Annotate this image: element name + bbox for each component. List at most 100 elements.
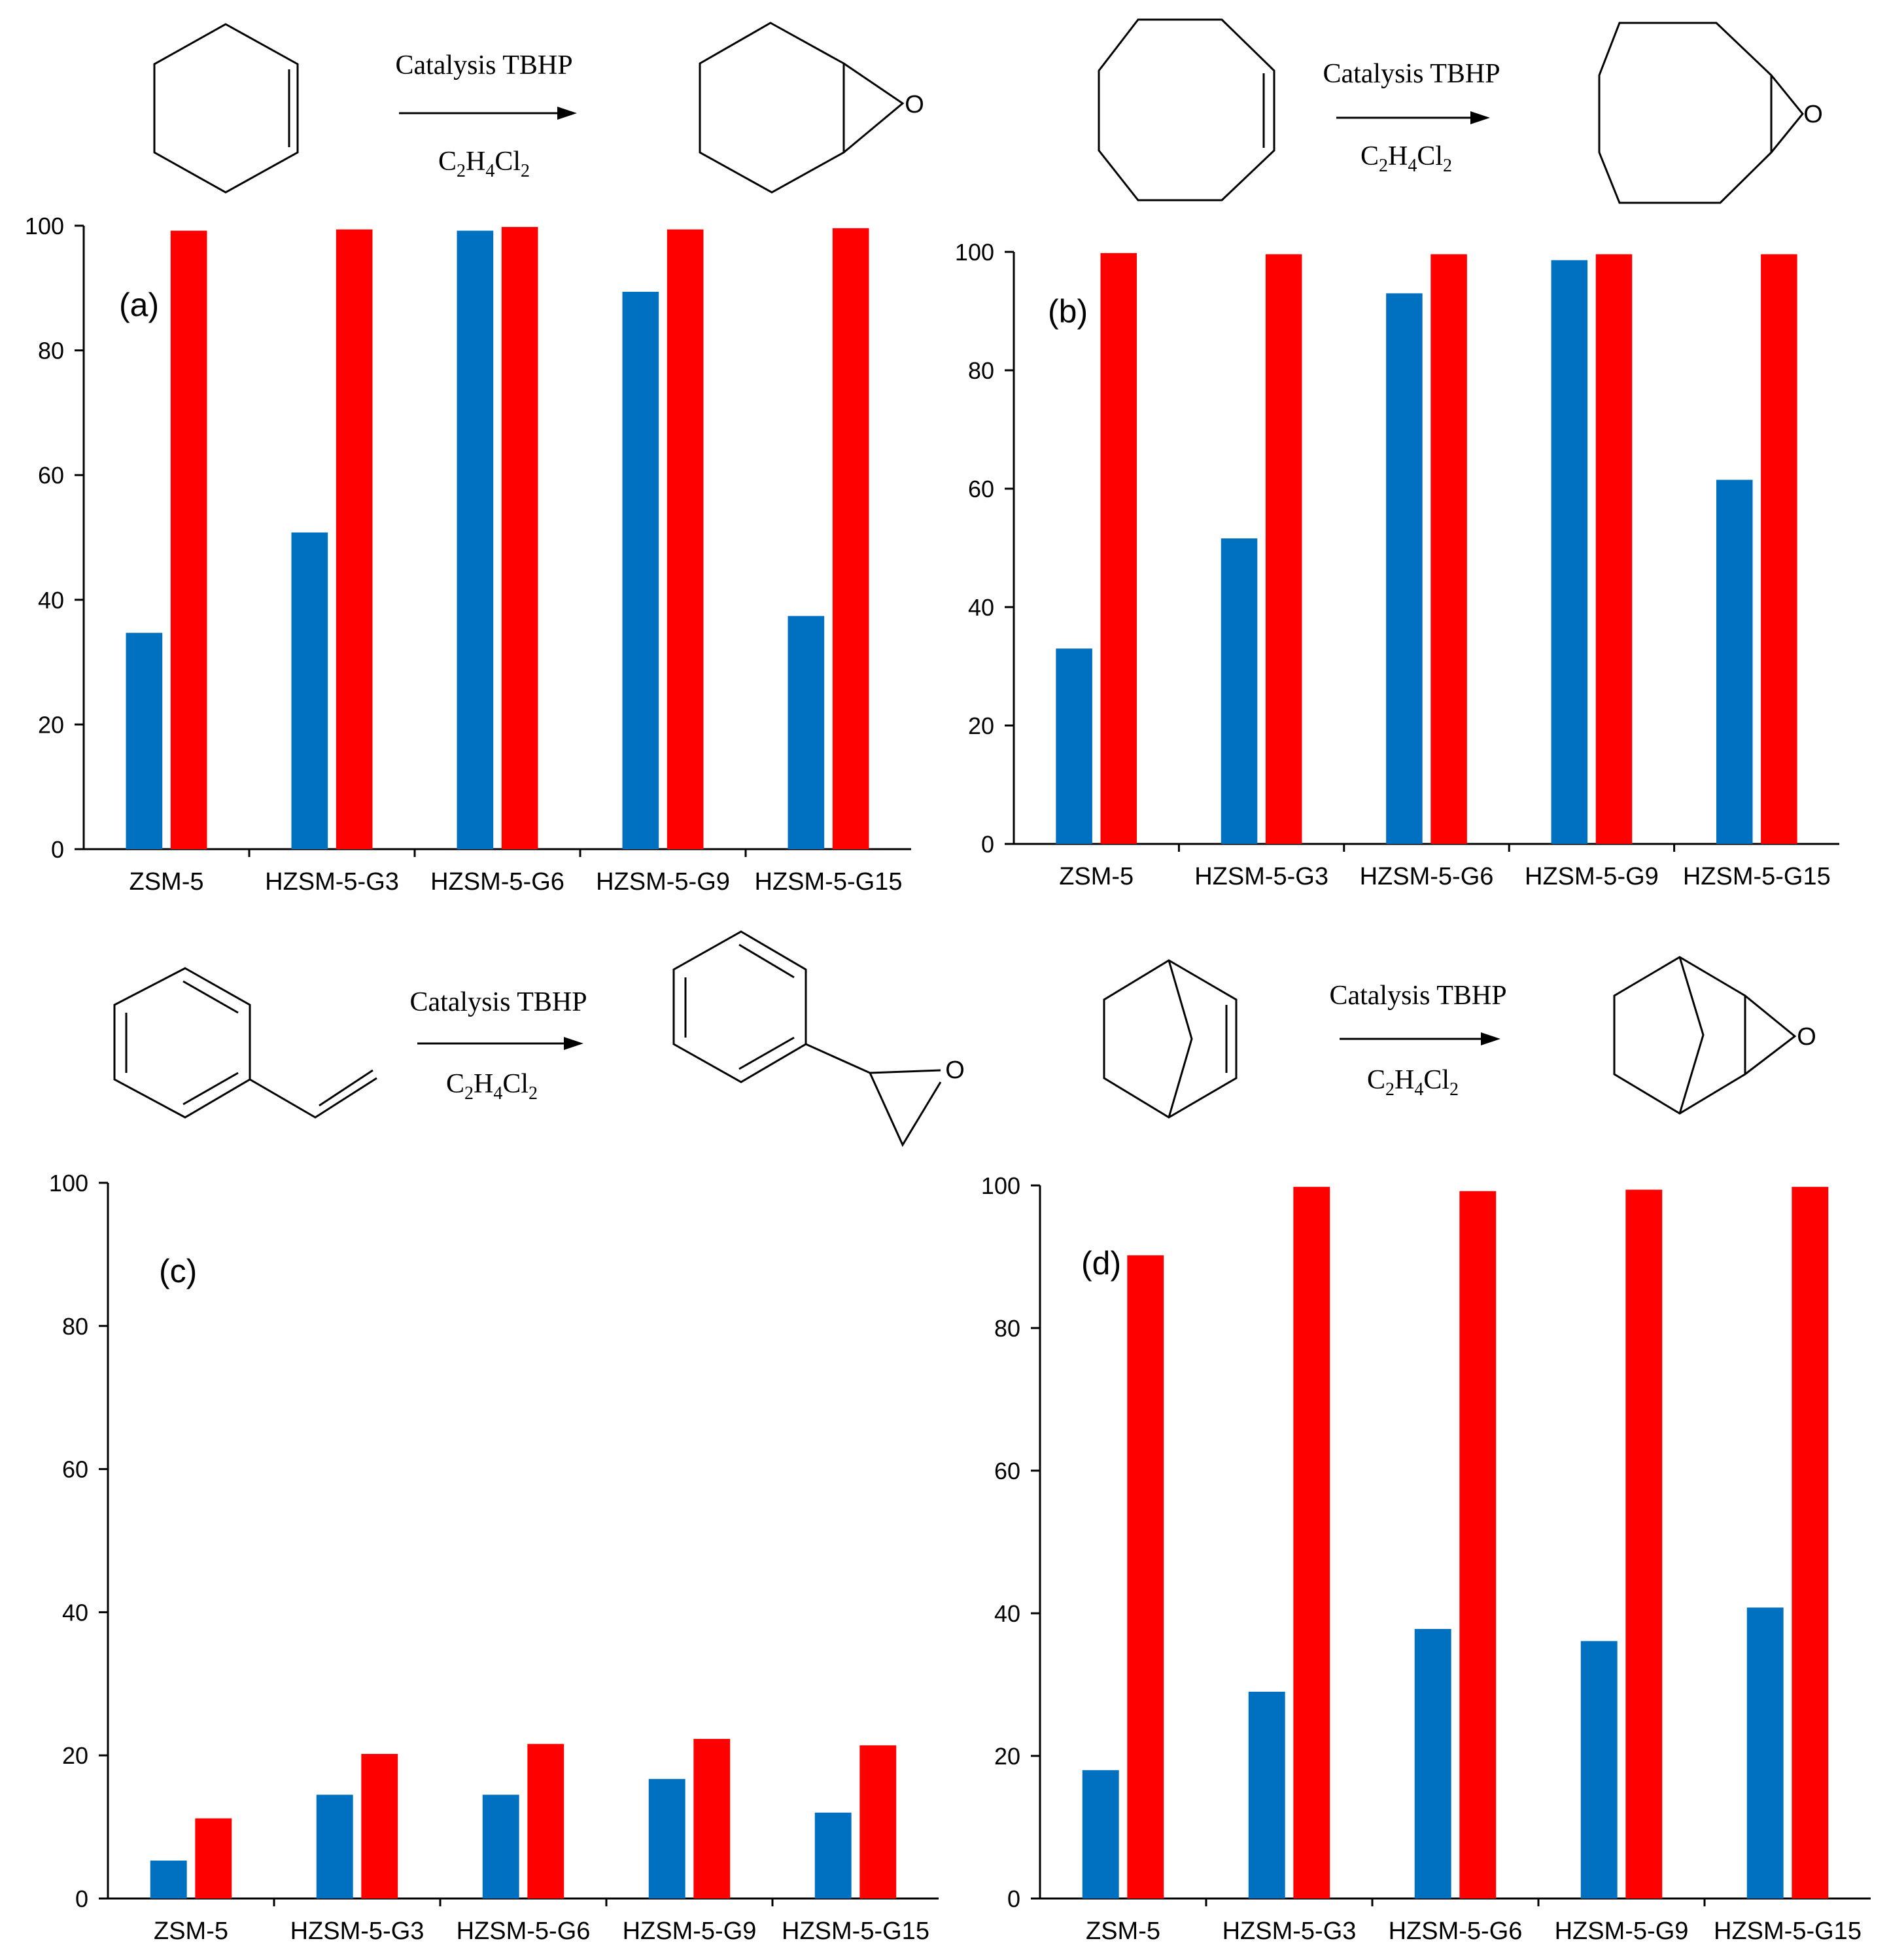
- arrow-head: [557, 107, 577, 120]
- y-tick-label: 80: [62, 1313, 88, 1340]
- cyclohexene-structure: [153, 23, 299, 194]
- y-tick-label: 60: [38, 462, 64, 489]
- reaction-scheme-a: Catalysis TBHP C2H4Cl2 O: [153, 22, 924, 194]
- catalyst-label: Catalysis TBHP: [395, 50, 572, 80]
- bar-2-hzsm-5-g6: [1459, 1191, 1497, 1899]
- bar-1-zsm-5: [126, 633, 163, 849]
- bar-1-hzsm-5-g6: [482, 1794, 519, 1899]
- oxygen-atom-label: O: [1803, 101, 1823, 128]
- y-tick-label: 80: [994, 1315, 1020, 1342]
- bar-2-hzsm-5-g15: [832, 228, 869, 849]
- aromatic-inner-bonds: [182, 980, 239, 1014]
- x-tick-label: ZSM-5: [154, 1917, 228, 1945]
- y-tick-label: 100: [49, 1170, 88, 1197]
- bar-2-hzsm-5-g9: [667, 229, 704, 849]
- x-tick-label: HZSM-5-G9: [1525, 863, 1659, 890]
- panel-label: (d): [1081, 1245, 1121, 1282]
- x-tick-label: HZSM-5-G9: [1555, 1917, 1689, 1945]
- bar-1-hzsm-5-g9: [1580, 1641, 1618, 1899]
- bar-1-hzsm-5-g15: [1746, 1607, 1784, 1899]
- x-tick-label: ZSM-5: [1059, 863, 1134, 890]
- bar-1-hzsm-5-g6: [457, 230, 494, 849]
- bar-1-zsm-5: [150, 1861, 187, 1899]
- y-tick-label: 0: [75, 1885, 88, 1912]
- norbornene-structure: [1103, 959, 1238, 1119]
- bar-1-hzsm-5-g3: [1221, 538, 1258, 844]
- bar-2-hzsm-5-g6: [1430, 254, 1467, 844]
- bar-2-hzsm-5-g15: [1761, 254, 1797, 844]
- aromatic-inner-bonds: [738, 1036, 795, 1070]
- y-tick-label: 0: [1007, 1885, 1020, 1912]
- reaction-scheme-b: Catalysis TBHP C2H4Cl2 O: [1098, 18, 1823, 204]
- x-tick-label: HZSM-5-G6: [1389, 1917, 1523, 1945]
- bar-1-hzsm-5-g9: [1551, 260, 1588, 844]
- bar-1-zsm-5: [1056, 648, 1092, 844]
- x-tick-label: HZSM-5-G15: [1683, 863, 1831, 890]
- bar-1-hzsm-5-g6: [1414, 1628, 1451, 1899]
- styrene-oxide-structure: [672, 930, 807, 1083]
- bar-2-hzsm-5-g9: [1625, 1189, 1663, 1899]
- bar-1-hzsm-5-g9: [622, 292, 659, 849]
- x-tick-label: HZSM-5-G9: [596, 868, 730, 896]
- aromatic-inner-bonds: [182, 1072, 239, 1106]
- bar-2-hzsm-5-g6: [501, 226, 538, 849]
- y-tick-label: 80: [968, 357, 994, 384]
- bar-1-zsm-5: [1082, 1770, 1119, 1899]
- x-tick-label: HZSM-5-G6: [457, 1917, 591, 1945]
- aromatic-inner-bonds: [738, 943, 795, 979]
- vinyl-double-bond: [319, 1069, 373, 1107]
- solvent-label: C2H4Cl2: [1360, 141, 1452, 176]
- bar-1-hzsm-5-g3: [1248, 1691, 1285, 1899]
- y-tick-label: 20: [968, 712, 994, 739]
- bar-1-hzsm-5-g3: [316, 1794, 353, 1899]
- bar-1-hzsm-5-g15: [788, 616, 825, 849]
- y-tick-label: 20: [62, 1742, 88, 1769]
- y-tick-label: 20: [38, 711, 64, 738]
- cyclohexene-oxide-structure: [699, 22, 845, 194]
- bar-1-hzsm-5-g6: [1386, 293, 1423, 845]
- styrene-structure: [113, 967, 251, 1119]
- bar-chart-a: 0 20 40 60 80 100 ZSM-5 HZSM-5-G3 HZSM-5-G6 HZSM-…: [25, 213, 911, 896]
- methylene-bridge: [1678, 956, 1705, 1114]
- x-tick-label: HZSM-5-G15: [782, 1917, 929, 1945]
- x-tick-label: HZSM-5-G3: [1194, 863, 1328, 890]
- x-tick-label: HZSM-5-G6: [430, 868, 564, 896]
- bar-1-hzsm-5-g15: [814, 1812, 852, 1899]
- bar-2-zsm-5: [1127, 1255, 1164, 1899]
- bar-2-hzsm-5-g3: [336, 229, 373, 849]
- bar-chart-d: 0 20 40 60 80 100 ZSM-5 HZSM-5-G3 HZSM-5-G6 HZSM-…: [981, 1172, 1871, 1945]
- epoxide-ring: [805, 1043, 941, 1074]
- cyclooctene-oxide-structure: [1598, 22, 1773, 204]
- bar-1-hzsm-5-g15: [1716, 480, 1753, 844]
- y-tick-label: 100: [955, 239, 994, 266]
- bar-2-hzsm-5-g3: [1293, 1187, 1330, 1899]
- solvent-label: C2H4Cl2: [438, 147, 530, 181]
- y-tick-label: 40: [38, 587, 64, 614]
- catalyst-label: Catalysis TBHP: [1323, 59, 1500, 89]
- bar-2-hzsm-5-g3: [1265, 254, 1302, 844]
- oxygen-atom-label: O: [905, 91, 924, 118]
- bar-2-zsm-5: [195, 1818, 232, 1899]
- bar-2-hzsm-5-g9: [1595, 254, 1633, 844]
- solvent-label: C2H4Cl2: [446, 1069, 538, 1104]
- x-tick-label: ZSM-5: [130, 868, 204, 896]
- bar-2-hzsm-5-g6: [527, 1743, 564, 1899]
- bar-2-hzsm-5-g3: [361, 1754, 398, 1899]
- panel-label: (a): [119, 287, 159, 323]
- methylene-bridge: [1168, 960, 1193, 1118]
- x-tick-label: HZSM-5-G15: [755, 868, 903, 896]
- y-tick-label: 0: [981, 831, 994, 858]
- bar-2-hzsm-5-g15: [1792, 1187, 1829, 1899]
- panel-label: (b): [1048, 293, 1088, 330]
- bar-1-hzsm-5-g3: [291, 532, 328, 849]
- epoxide-ring: [1744, 994, 1797, 1076]
- arrow-head: [1470, 111, 1490, 124]
- solvent-label: C2H4Cl2: [1367, 1065, 1459, 1100]
- y-tick-label: 20: [994, 1743, 1020, 1770]
- bar-2-hzsm-5-g9: [693, 1739, 731, 1899]
- y-tick-label: 40: [968, 594, 994, 621]
- oxygen-atom-label: O: [945, 1057, 965, 1084]
- oxygen-atom-label: O: [1797, 1023, 1816, 1051]
- y-tick-label: 80: [38, 338, 64, 364]
